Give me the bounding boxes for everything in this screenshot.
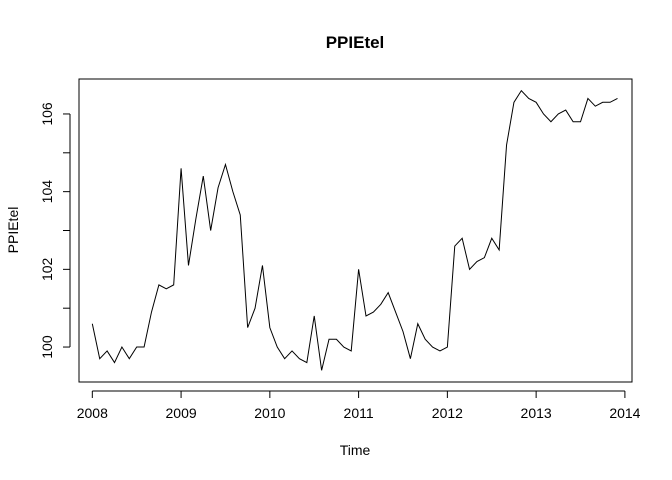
x-axis: 2008 2009 2010 2011 2012 2013 2014 [77,390,641,421]
x-tick-label: 2009 [166,405,197,421]
x-tick-label: 2013 [521,405,552,421]
y-tick-label: 100 [39,335,55,359]
x-tick-label: 2011 [344,405,374,421]
x-tick-label: 2012 [432,405,463,421]
y-tick-label: 102 [39,257,55,281]
chart-title: PPIEtel [326,33,385,52]
x-tick-label: 2010 [254,405,285,421]
plot-frame [78,78,633,383]
series-line [91,89,618,371]
y-axis: 100 102 104 106 [39,102,71,359]
y-tick-label: 104 [39,180,55,204]
y-tick-label: 106 [39,102,55,126]
x-tick-label: 2008 [77,405,108,421]
x-tick-label: 2014 [609,405,640,421]
y-axis-label: PPIEtel [5,207,21,254]
x-axis-label: Time [340,442,371,458]
